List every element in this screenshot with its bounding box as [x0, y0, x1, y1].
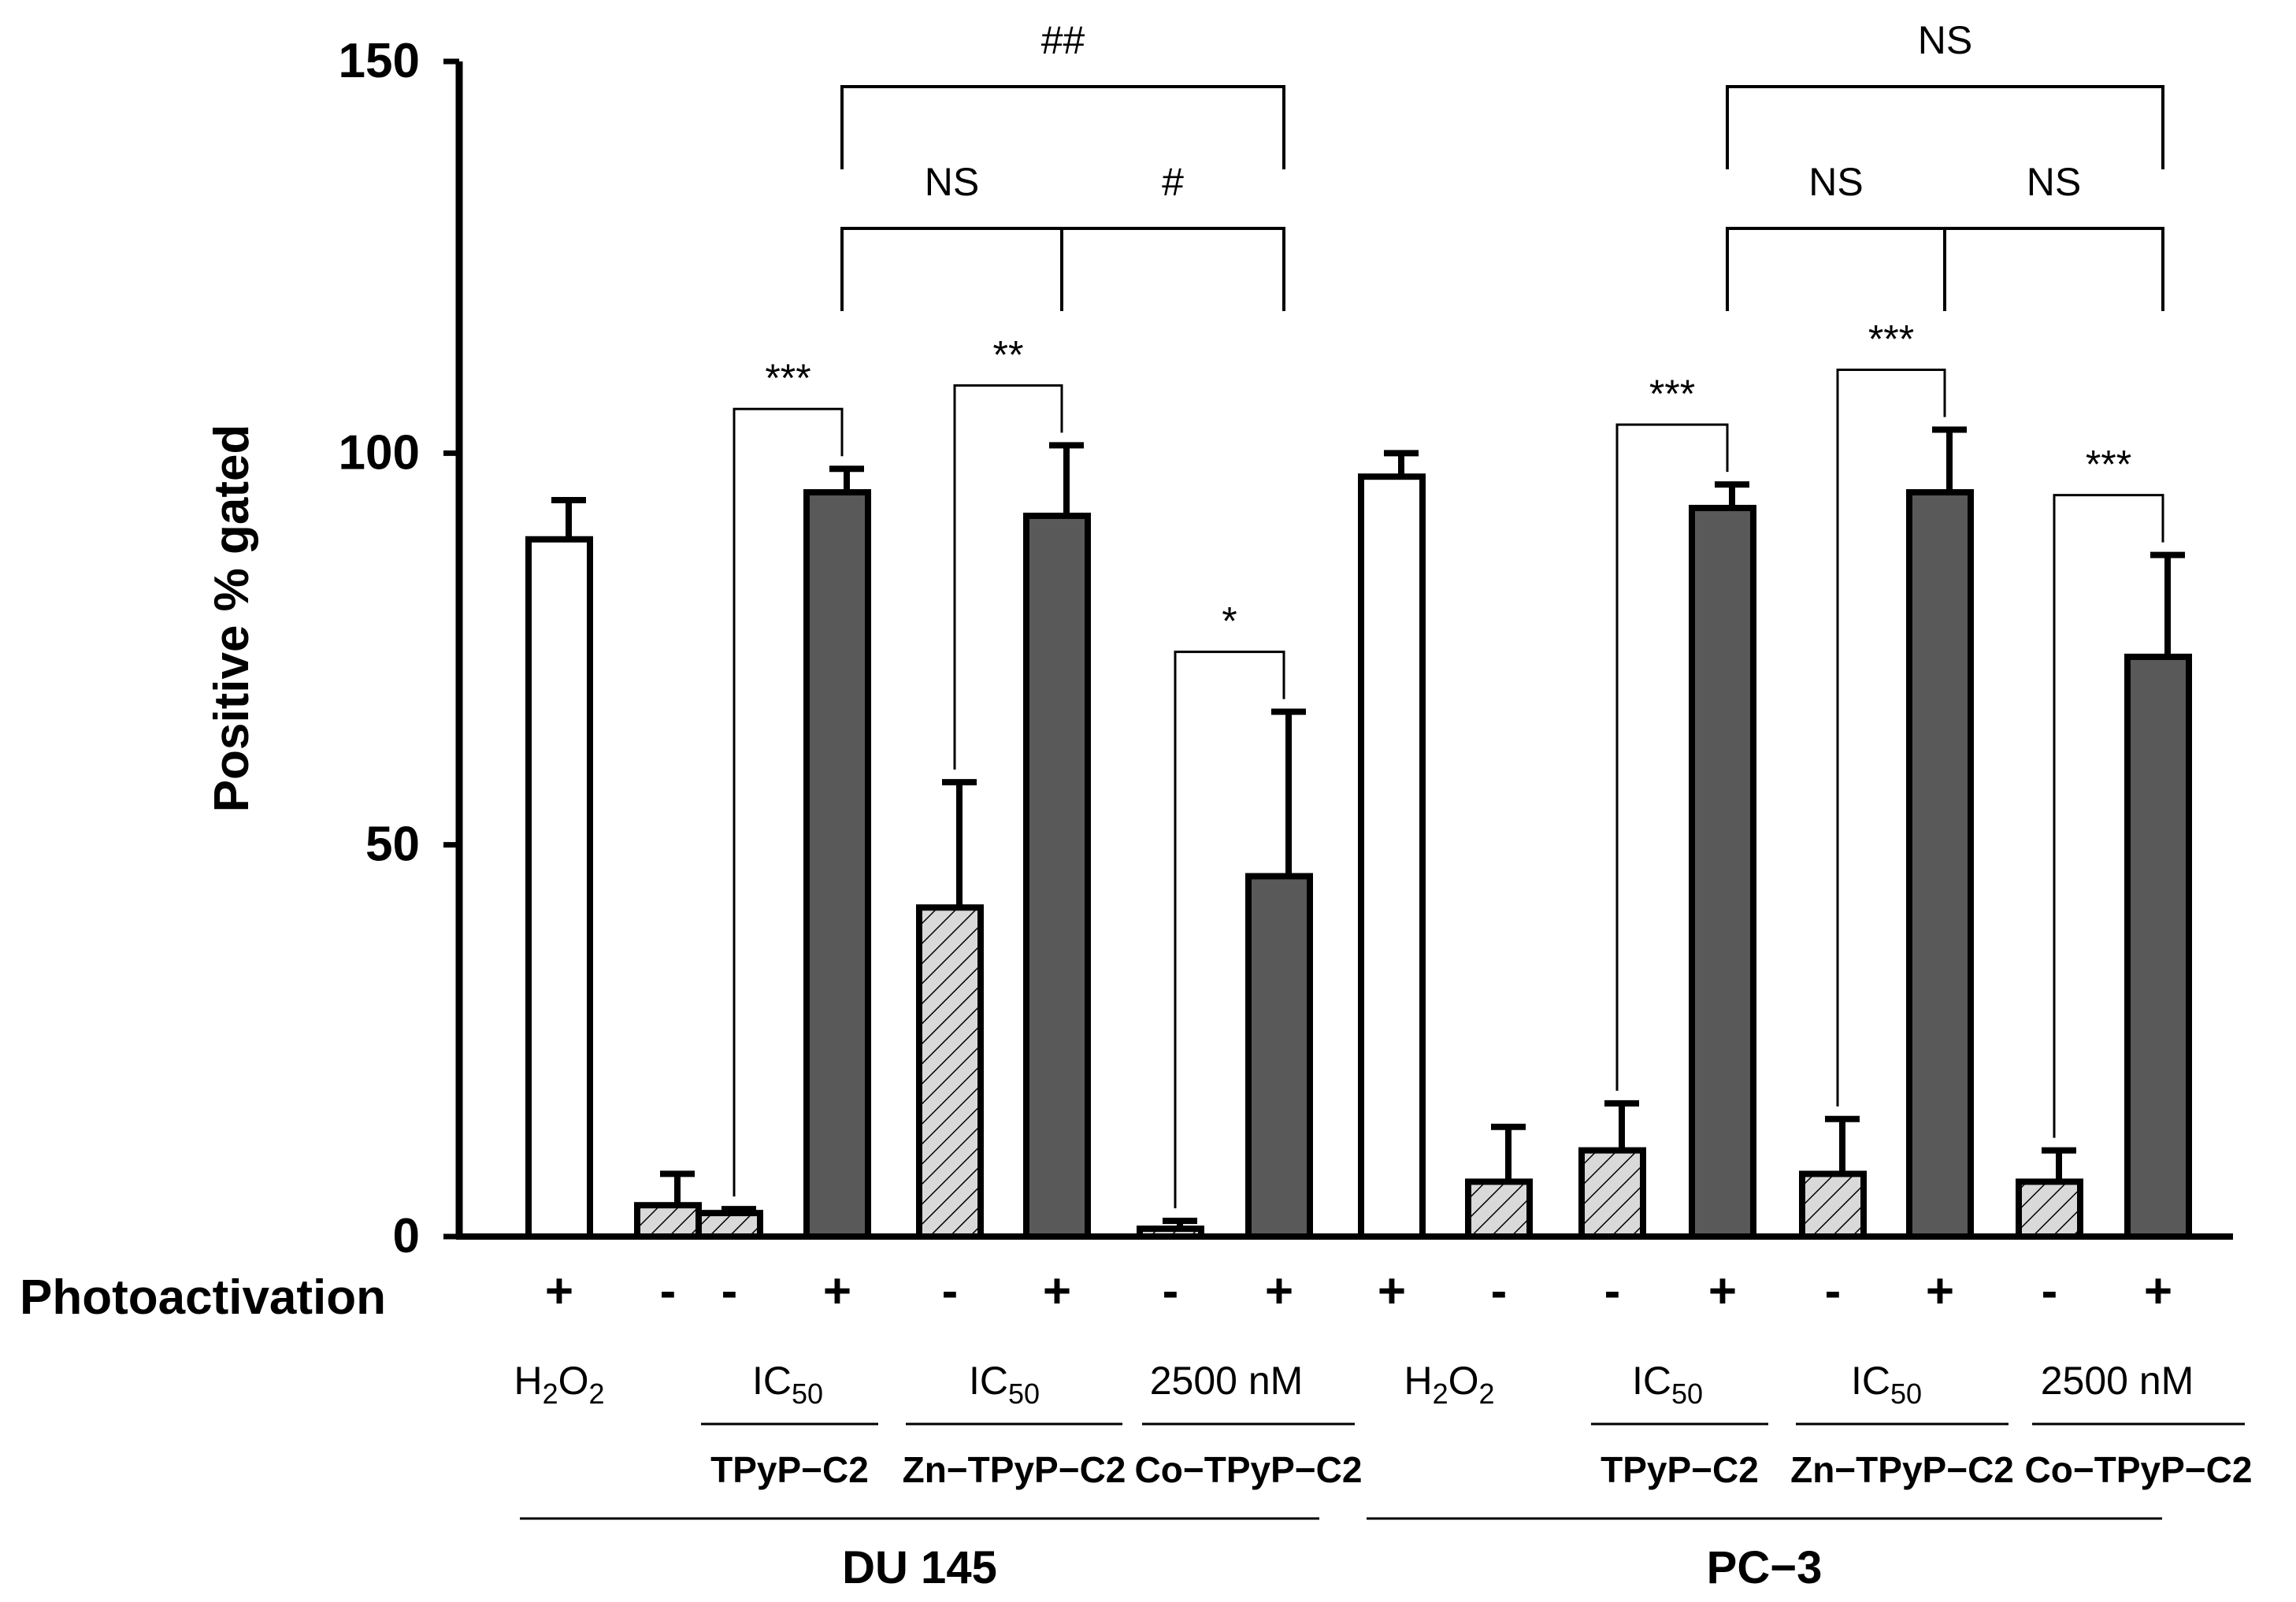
significance-label: *** — [2086, 443, 2131, 487]
y-tick-label: 0 — [393, 1209, 420, 1263]
condition-label: H2O2 — [1404, 1359, 1494, 1410]
condition-label: IC50 — [1632, 1359, 1703, 1410]
bar — [1578, 1147, 1646, 1240]
photoactivation-sign: + — [545, 1264, 573, 1318]
photoactivation-sign: + — [1378, 1264, 1406, 1318]
bar — [1358, 473, 1426, 1240]
photoactivation-sign: + — [1265, 1264, 1293, 1318]
cell-line-label: PC−3 — [1707, 1542, 1823, 1593]
bar — [695, 1210, 763, 1240]
y-tick-label: 150 — [339, 34, 420, 88]
condition-label: IC50 — [969, 1359, 1040, 1410]
significance-label: NS — [1808, 160, 1863, 204]
significance-label: # — [1162, 160, 1184, 204]
significance-bracket — [1726, 85, 2164, 169]
significance-label: *** — [765, 356, 810, 400]
photoactivation-signs: + - - + - + - + + - - + - + - + — [545, 1264, 2172, 1318]
y-axis-label: Positive % gated — [205, 425, 259, 813]
y-tick-label: 100 — [339, 425, 420, 480]
cell-line-label: DU 145 — [842, 1542, 997, 1593]
photoactivation-sign: - — [1491, 1264, 1508, 1318]
compound-label: TPyP−C2 — [710, 1449, 869, 1490]
bar — [1137, 1226, 1204, 1240]
condition-label: 2500 nM — [1150, 1359, 1304, 1403]
photoactivation-sign: - — [942, 1264, 959, 1318]
bar — [1799, 1170, 1867, 1240]
bars — [525, 426, 2192, 1240]
significance-bracket — [840, 85, 1285, 169]
significance-label: *** — [1868, 317, 1914, 361]
significance-label: *** — [1649, 372, 1695, 416]
significance-label: NS — [1918, 18, 1972, 62]
bar — [2124, 653, 2192, 1240]
bar — [1465, 1178, 1533, 1240]
bar — [1245, 873, 1313, 1240]
significance-label: ** — [993, 332, 1024, 376]
condition-label: IC50 — [752, 1359, 823, 1410]
condition-label: IC50 — [1851, 1359, 1922, 1410]
bar — [634, 1202, 702, 1240]
significance-bracket — [1726, 227, 1946, 311]
significance-label: NS — [2027, 160, 2081, 204]
compound-label: Co−TPyP−C2 — [2025, 1449, 2253, 1490]
compound-label: Zn−TPyP−C2 — [1790, 1449, 2014, 1490]
photoactivation-sign: - — [1163, 1264, 1179, 1318]
bar — [1906, 489, 1974, 1240]
bar — [2016, 1178, 2083, 1240]
significance-bracket — [1060, 227, 1285, 311]
photoactivation-sign: - — [660, 1264, 677, 1318]
significance-bracket — [1943, 227, 2164, 311]
significance-bracket — [953, 384, 1063, 770]
bar — [916, 904, 984, 1240]
significance-bracket — [1836, 368, 1946, 1107]
photoactivation-sign: + — [1043, 1264, 1071, 1318]
significance-bracket — [840, 227, 1063, 311]
photoactivation-sign: - — [2042, 1264, 2058, 1318]
significance-label: * — [1222, 599, 1237, 643]
photoactivation-sign: + — [823, 1264, 851, 1318]
y-ticks: 0 50 100 150 — [339, 34, 459, 1263]
compound-label: TPyP−C2 — [1601, 1449, 1759, 1490]
significance-bracket — [2053, 494, 2164, 1138]
x-category-labels: H2O2 IC50 IC50 2500 nM H2O2 IC50 IC50 2500 nM TP… — [514, 1359, 2252, 1593]
bar — [1023, 512, 1091, 1240]
photoactivation-label: Photoactivation — [20, 1270, 386, 1325]
bar — [1689, 504, 1756, 1240]
compound-label: Co−TPyP−C2 — [1135, 1449, 1363, 1490]
condition-label: H2O2 — [514, 1359, 604, 1410]
photoactivation-sign: + — [2144, 1264, 2172, 1318]
y-tick-label: 50 — [365, 818, 420, 872]
condition-label: 2500 nM — [2041, 1359, 2194, 1403]
photoactivation-sign: - — [721, 1264, 738, 1318]
photoactivation-sign: - — [1604, 1264, 1621, 1318]
significance-label: ## — [1041, 18, 1085, 62]
compound-label: Zn−TPyP−C2 — [903, 1449, 1126, 1490]
significance-bracket — [733, 407, 844, 1197]
significance-bracket — [1615, 423, 1729, 1091]
photoactivation-sign: - — [1825, 1264, 1842, 1318]
significance-label: NS — [925, 160, 979, 204]
photoactivation-sign: + — [1708, 1264, 1737, 1318]
significance-bracket — [1174, 651, 1285, 1209]
bar — [803, 489, 871, 1240]
bar — [525, 536, 593, 1240]
photoactivation-sign: + — [1926, 1264, 1954, 1318]
